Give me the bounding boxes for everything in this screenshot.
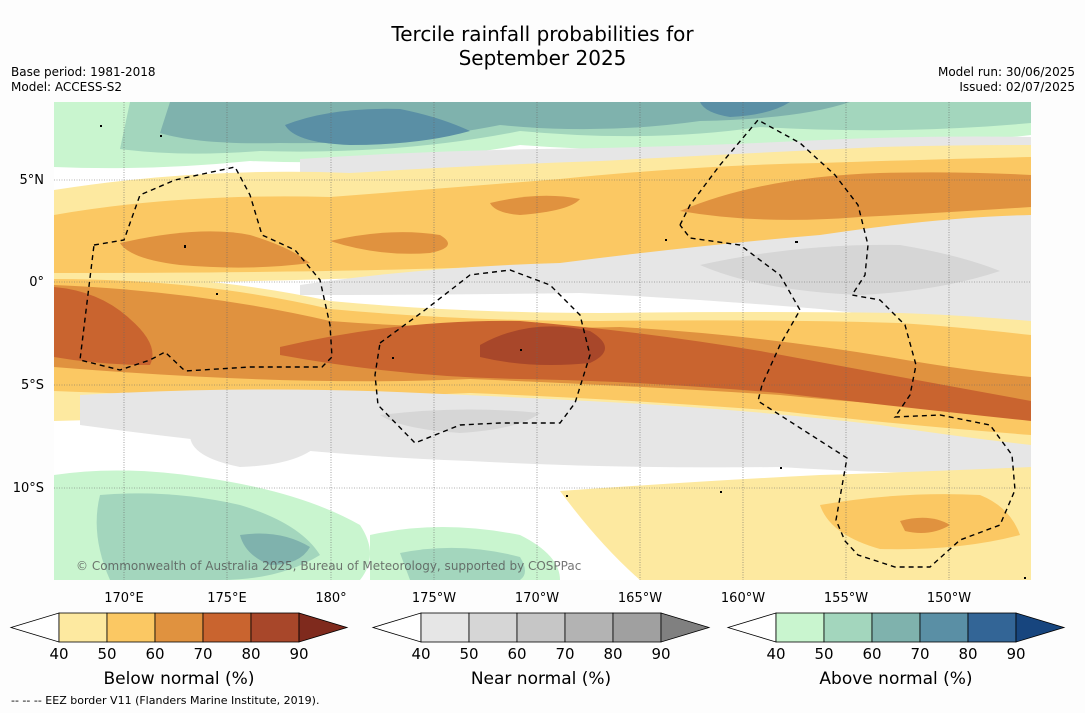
lat-label-10s: 10°S bbox=[13, 481, 44, 496]
below-normal-colorbar-low-triangle bbox=[9, 612, 60, 643]
lat-label-5s: 5°S bbox=[21, 378, 44, 393]
colorbar-legend: 40 50 60 70 80 90 Below normal (%) 40 50 60 70 80 9… bbox=[9, 612, 1066, 689]
near-normal-colorbar-high-triangle bbox=[660, 612, 711, 643]
below-normal-mid-north bbox=[680, 172, 1031, 220]
eez-kiribati-gilbert bbox=[79, 166, 333, 372]
eez-line-islands bbox=[679, 119, 1016, 568]
colorbar-below-normal: 40 50 60 70 80 90 Below normal (%) bbox=[9, 612, 349, 689]
lat-label-0: 0° bbox=[29, 275, 44, 290]
copyright-text: © Commonwealth of Australia 2025, Bureau… bbox=[76, 559, 581, 573]
title-line-1: Tercile rainfall probabilities for bbox=[391, 22, 694, 46]
near-normal-north-band bbox=[300, 136, 1031, 174]
model-run-text: Model run: 30/06/2025 bbox=[937, 65, 1075, 79]
title-line-2: September 2025 bbox=[458, 46, 627, 70]
above-normal-colorbar-tick-label: 80 bbox=[958, 645, 977, 663]
above-normal-south-west-high bbox=[240, 533, 310, 565]
above-normal-colorbar-segment bbox=[823, 612, 873, 643]
near-normal-equatorial-band bbox=[300, 215, 1031, 333]
graticule bbox=[54, 102, 1031, 580]
below-normal-colorbar-title: Below normal (%) bbox=[104, 669, 255, 689]
issued-text: Issued: 02/07/2025 bbox=[959, 80, 1075, 94]
above-normal-colorbar-tick-label: 60 bbox=[862, 645, 881, 663]
near-normal-colorbar-segment bbox=[420, 612, 470, 643]
below-normal-colorbar-segment bbox=[58, 612, 108, 643]
above-normal-colorbar-tick-label: 70 bbox=[910, 645, 929, 663]
near-normal-colorbar-tick-label: 40 bbox=[411, 645, 430, 663]
lon-label-175e: 175°E bbox=[207, 591, 247, 605]
near-normal-colorbar-segment bbox=[564, 612, 614, 643]
below-normal-colorbar-tick-label: 60 bbox=[145, 645, 164, 663]
below-normal-far-south-spot bbox=[900, 517, 950, 533]
lon-label-160w: 160°W bbox=[721, 591, 765, 605]
above-normal-colorbar-high-triangle bbox=[1015, 612, 1066, 643]
lon-label-170w: 170°W bbox=[515, 591, 559, 605]
above-normal-colorbar-segment bbox=[967, 612, 1017, 643]
latitude-labels: 5°N 0° 5°S 10°S bbox=[13, 173, 44, 496]
colorbar-above-normal: 40 50 60 70 80 90 Above normal (%) bbox=[726, 612, 1066, 689]
eez-footnote: -- -- -- EEZ border V11 (Flanders Marine… bbox=[11, 694, 320, 707]
above-normal-colorbar-tick-label: 50 bbox=[814, 645, 833, 663]
above-normal-south-centre-mid bbox=[400, 547, 525, 580]
near-normal-colorbar-tick-label: 90 bbox=[651, 645, 670, 663]
above-normal-colorbar-tick-label: 40 bbox=[766, 645, 785, 663]
map-title: Tercile rainfall probabilities for Septe… bbox=[0, 22, 1085, 70]
below-normal-colorbar-tick-label: 90 bbox=[289, 645, 308, 663]
near-normal-colorbar-tick-label: 70 bbox=[555, 645, 574, 663]
lon-label-180: 180° bbox=[315, 591, 346, 605]
below-normal-colorbar-segment bbox=[154, 612, 204, 643]
near-normal-colorbar-segment bbox=[468, 612, 518, 643]
near-normal-equatorial-mid bbox=[700, 244, 1000, 295]
meta-right: Model run: 30/06/2025 Issued: 02/07/2025 bbox=[938, 65, 1075, 95]
above-normal-colorbar-segment bbox=[871, 612, 921, 643]
below-normal-colorbar-tick-label: 70 bbox=[193, 645, 212, 663]
near-normal-colorbar-segment bbox=[516, 612, 566, 643]
above-normal-core-east bbox=[700, 102, 790, 117]
lon-label-155w: 155°W bbox=[824, 591, 868, 605]
longitude-labels: 170°E 175°E 180° 175°W 170°W 165°W 160°W… bbox=[104, 591, 971, 605]
model-text: Model: ACCESS-S2 bbox=[11, 80, 123, 94]
near-normal-colorbar-tick-label: 60 bbox=[507, 645, 526, 663]
near-normal-colorbar-title: Near normal (%) bbox=[471, 669, 611, 689]
meta-left: Base period: 1981-2018 Model: ACCESS-S2 bbox=[11, 65, 156, 95]
base-period-text: Base period: 1981-2018 bbox=[11, 65, 156, 79]
lon-label-150w: 150°W bbox=[927, 591, 971, 605]
below-normal-mid-west bbox=[120, 231, 310, 268]
near-normal-far-south-west bbox=[190, 431, 320, 467]
below-normal-colorbar-segment bbox=[106, 612, 156, 643]
island-markers bbox=[100, 125, 1026, 579]
below-normal-colorbar-tick-label: 40 bbox=[49, 645, 68, 663]
lon-label-175w: 175°W bbox=[412, 591, 456, 605]
above-normal-colorbar-low-triangle bbox=[726, 612, 777, 643]
eez-phoenix bbox=[374, 269, 591, 444]
below-normal-colorbar-high-triangle bbox=[298, 612, 349, 643]
near-normal-south-mid bbox=[380, 409, 540, 433]
lon-label-165w: 165°W bbox=[618, 591, 662, 605]
below-normal-colorbar-tick-label: 50 bbox=[97, 645, 116, 663]
below-normal-mid-centre bbox=[330, 232, 448, 254]
below-normal-colorbar-tick-label: 80 bbox=[241, 645, 260, 663]
above-normal-colorbar-segment bbox=[919, 612, 969, 643]
below-normal-high-central bbox=[280, 320, 1031, 421]
below-normal-high-south bbox=[54, 287, 153, 365]
below-normal-mid-2 bbox=[490, 195, 580, 215]
near-normal-colorbar-tick-label: 80 bbox=[603, 645, 622, 663]
above-normal-colorbar-title: Above normal (%) bbox=[819, 669, 972, 689]
lat-label-5n: 5°N bbox=[20, 173, 45, 188]
near-normal-colorbar-low-triangle bbox=[371, 612, 422, 643]
near-normal-south-band bbox=[80, 389, 1031, 474]
near-normal-colorbar-segment bbox=[612, 612, 662, 643]
near-normal-colorbar-tick-label: 50 bbox=[459, 645, 478, 663]
above-normal-colorbar-segment bbox=[775, 612, 825, 643]
above-normal-colorbar-tick-label: 90 bbox=[1006, 645, 1025, 663]
below-normal-colorbar-segment bbox=[202, 612, 252, 643]
lon-label-170e: 170°E bbox=[104, 591, 144, 605]
map-panel: © Commonwealth of Australia 2025, Bureau… bbox=[13, 102, 1031, 605]
below-normal-colorbar-segment bbox=[250, 612, 300, 643]
colorbar-near-normal: 40 50 60 70 80 90 Near normal (%) bbox=[371, 612, 711, 689]
below-normal-core bbox=[480, 326, 605, 365]
probability-field bbox=[54, 102, 1031, 580]
eez-borders bbox=[79, 119, 1016, 568]
